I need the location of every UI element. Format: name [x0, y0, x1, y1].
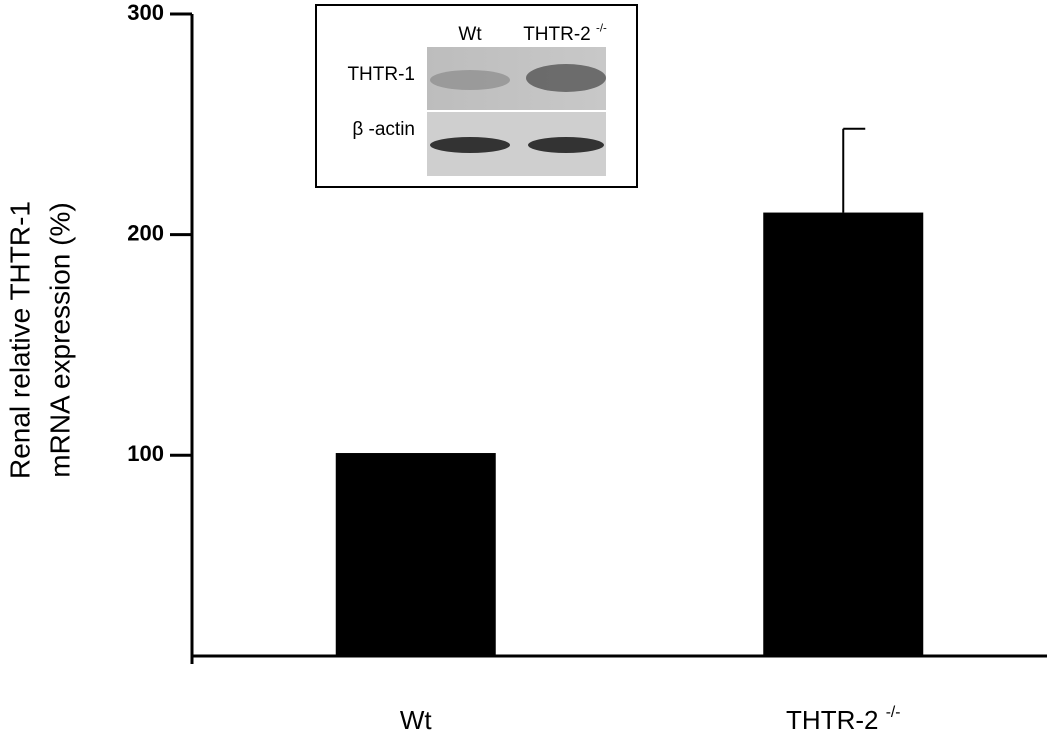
x-tick-label: THTR-2 -/- — [786, 704, 900, 735]
lane-label: Wt — [458, 24, 482, 45]
x-tick-label: Wt — [400, 705, 433, 735]
bar — [763, 212, 924, 656]
y-tick-label: 100 — [127, 441, 164, 466]
y-tick-label: 200 — [127, 220, 164, 245]
blot-band — [430, 70, 510, 90]
y-axis-label-line: mRNA expression (%) — [44, 202, 75, 477]
blot-band — [528, 137, 604, 153]
y-axis-label-line: Renal relative THTR-1 — [4, 201, 35, 479]
blot-band — [526, 64, 606, 92]
row-label: β -actin — [352, 119, 415, 140]
inset-labels: Wt THTR-2 -/- THTR-1 β -actin — [347, 22, 607, 140]
y-tick-label: 300 — [127, 0, 164, 25]
blot-band — [430, 137, 510, 153]
row-label: THTR-1 — [347, 64, 415, 85]
y-axis-label: Renal relative THTR-1 mRNA expression (%) — [4, 201, 75, 479]
inset: Wt THTR-2 -/- THTR-1 β -actin — [315, 4, 638, 188]
bar — [335, 453, 496, 656]
error-bar — [842, 127, 866, 213]
lane-label: THTR-2 -/- — [523, 22, 607, 45]
